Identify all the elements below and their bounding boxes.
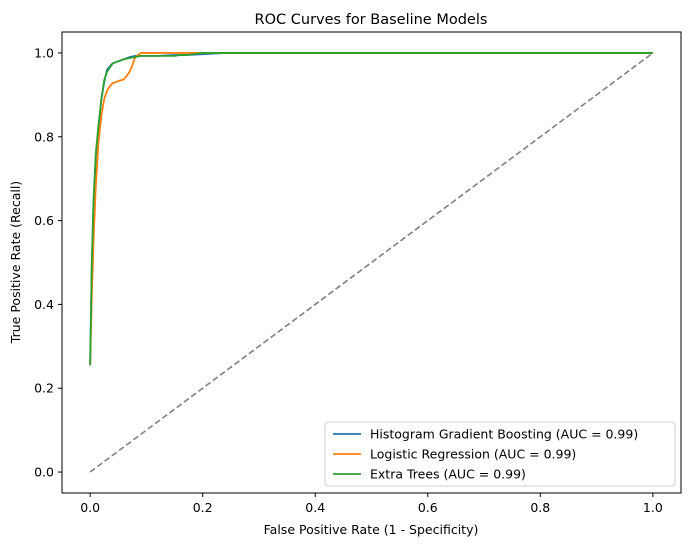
y-axis: 0.0 0.2 0.4 0.6 0.8 1.0: [34, 45, 62, 480]
legend-box: [324, 421, 676, 487]
x-tick-label: 0.8: [530, 500, 550, 515]
x-tick-label: 0.4: [305, 500, 325, 515]
x-tick-label: 0.0: [80, 500, 100, 515]
legend-label-1: Histogram Gradient Boosting (AUC = 0.99): [370, 427, 638, 442]
y-tick-label: 0.8: [34, 129, 54, 144]
x-axis: 0.0 0.2 0.4 0.6 0.8 1.0: [80, 493, 663, 515]
y-tick-label: 1.0: [34, 45, 54, 60]
series-line-2: [89, 52, 653, 366]
plot-frame: [61, 31, 682, 494]
series-line-3: [89, 52, 653, 366]
y-axis-title: True Positive Rate (Recall): [8, 181, 23, 344]
legend-label-2: Logistic Regression (AUC = 0.99): [370, 447, 576, 462]
legend-label-3: Extra Trees (AUC = 0.99): [370, 467, 526, 482]
x-tick-label: 1.0: [643, 500, 663, 515]
legend: Histogram Gradient Boosting (AUC = 0.99)…: [324, 421, 676, 487]
x-axis-title: False Positive Rate (1 - Specificity): [264, 522, 479, 537]
y-tick-label: 0.4: [34, 297, 54, 312]
y-tick-label: 0.2: [34, 381, 54, 396]
plot-area: [89, 52, 654, 473]
x-tick-label: 0.2: [193, 500, 213, 515]
x-tick-label: 0.6: [418, 500, 438, 515]
y-tick-label: 0.6: [34, 213, 54, 228]
series-layer: [89, 52, 654, 473]
chart-title: ROC Curves for Baseline Models: [255, 12, 488, 28]
y-tick-label: 0.0: [34, 465, 54, 480]
